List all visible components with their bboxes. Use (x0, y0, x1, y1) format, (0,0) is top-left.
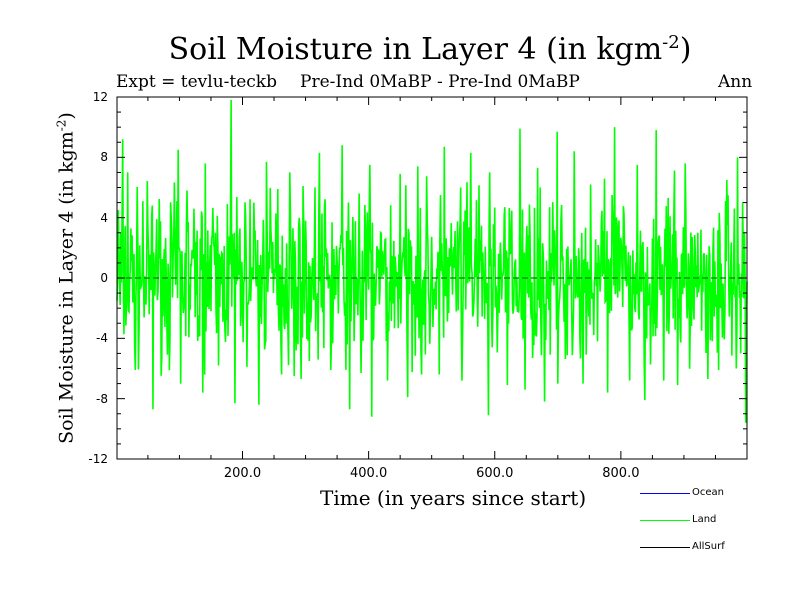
land-series-line (116, 100, 748, 423)
experiment-label: Expt = tevlu-teckb (116, 72, 277, 92)
y-tick-label: -4 (96, 331, 108, 346)
chart-title: Soil Moisture in Layer 4 (in kgm-2) (168, 32, 692, 67)
legend-land-label: Land (692, 514, 717, 525)
legend-ocean-swatch (640, 493, 690, 494)
y-tick-label: -8 (96, 391, 108, 406)
legend-allsurf-swatch (640, 547, 690, 548)
legend-allsurf-label: AllSurf (692, 541, 725, 552)
y-tick-label: -12 (88, 452, 108, 466)
y-tick-label: 12 (92, 90, 108, 104)
x-tick-label: 200.0 (223, 466, 262, 481)
y-tick-label: 8 (100, 150, 108, 165)
x-tick-label: 800.0 (602, 466, 640, 481)
legend-ocean-label: Ocean (692, 487, 724, 498)
legend-land-swatch (640, 520, 690, 521)
y-tick-label: 0 (100, 271, 108, 285)
x-tick-label: 400.0 (350, 466, 388, 481)
x-axis-label: Time (in years since start) (320, 486, 587, 510)
chart-subtitle: Pre-Ind 0MaBP - Pre-Ind 0MaBP (300, 72, 580, 92)
y-tick-label: 4 (100, 210, 108, 225)
x-tick-label: 600.0 (476, 466, 514, 481)
period-label: Ann (718, 72, 753, 92)
